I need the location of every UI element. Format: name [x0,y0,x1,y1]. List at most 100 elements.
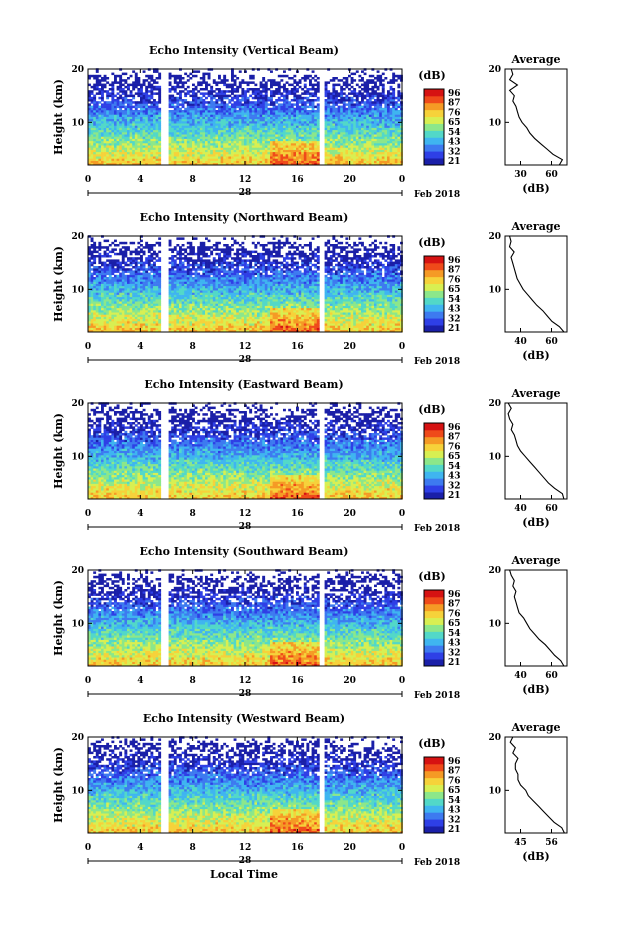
heatmap-cell [140,327,143,331]
heatmap-cell [340,92,344,95]
heatmap-cell [210,145,214,148]
heatmap-cell [342,158,346,161]
heatmap-cell [184,127,188,131]
heatmap-cell [137,129,141,133]
heatmap-cell [394,149,398,153]
heatmap-cell [329,136,333,139]
heatmap-cell [381,321,385,324]
heatmap-cell [251,112,255,115]
heatmap-cell [381,156,385,159]
heatmap-cell [233,145,237,148]
heatmap-cell [207,154,211,157]
heatmap-cell [345,112,349,115]
heatmap-cell [290,118,294,122]
heatmap-cell [124,114,128,117]
heatmap-cell [93,136,97,139]
heatmap-cell [368,118,372,122]
heatmap-cell [353,151,357,155]
heatmap-cell [108,101,112,104]
heatmap-cell [389,110,393,113]
heatmap-cell [303,125,307,128]
heatmap-cell [145,145,149,148]
heatmap-cell [270,140,273,144]
heatmap-cell [194,160,198,164]
heatmap-cell [374,158,377,161]
heatmap-cell [114,114,117,117]
heatmap-cell [270,156,273,159]
heatmap-cell [384,154,388,157]
heatmap-cell [285,323,289,326]
heatmap-cell [199,92,203,95]
heatmap-cell [205,327,208,331]
heatmap-cell [277,92,281,95]
heatmap-cell [259,90,263,93]
heatmap-cell [207,160,211,164]
heatmap-cell [400,140,403,144]
heatmap-cell [350,101,354,104]
heatmap-cell [220,318,224,322]
heatmap-cell [134,321,138,324]
heatmap-cell [158,107,162,111]
heatmap-cell [147,151,151,155]
heatmap-cell [371,110,375,113]
heatmap-cell [137,79,141,82]
heatmap-cell [335,83,338,87]
heatmap-cell [311,323,315,326]
heatmap-cell [155,123,159,126]
heatmap-cell [215,143,219,146]
heatmap-cell [244,321,247,324]
heatmap-cell [121,156,125,159]
heatmap-cell [233,327,237,331]
heatmap-cell [114,134,117,137]
heatmap-cell [285,321,289,324]
heatmap-cell [376,114,380,117]
heatmap-cell [387,327,390,331]
heatmap-cell [257,134,260,137]
heatmap-cell [392,327,396,331]
heatmap-cell [335,99,338,102]
heatmap-cell [280,118,284,122]
heatmap-cell [176,125,180,128]
heatmap-cell [119,90,123,93]
heatmap-cell [251,127,255,131]
heatmap-cell [270,114,273,117]
heatmap-cell [142,151,146,155]
heatmap-cell [194,156,198,159]
heatmap-cell [231,325,234,328]
heatmap-cell [366,81,370,84]
heatmap-cell [379,329,383,333]
x-tick-label: 0 [85,175,91,185]
heatmap-cell [88,116,91,120]
heatmap-cell [397,83,401,87]
heatmap-cell [93,85,97,89]
heatmap-cell [186,110,190,113]
heatmap-cell [147,90,151,93]
heatmap-cell [228,127,232,131]
heatmap-cell [153,103,156,106]
heatmap-cell [259,143,263,146]
heatmap-cell [142,316,146,320]
heatmap-cell [332,121,336,124]
heatmap-cell [327,154,331,157]
heatmap-cell [173,151,177,155]
heatmap-cell [332,160,336,164]
heatmap-cell [236,123,240,126]
heatmap-cell [345,129,349,133]
heatmap-cell [371,323,375,326]
heatmap-cell [316,110,320,113]
heatmap-cell [153,107,156,111]
heatmap-cell [296,156,299,159]
heatmap-cell [93,149,97,153]
heatmap-cell [140,99,143,102]
heatmap-cell [220,149,224,153]
heatmap-cell [241,103,245,106]
heatmap-cell [215,121,219,124]
heatmap-cell [296,88,299,91]
heatmap-cell [314,99,318,102]
heatmap-cell [272,149,276,153]
heatmap-cell [361,323,364,326]
heatmap-cell [353,149,357,153]
heatmap-cell [275,147,279,150]
heatmap-cell [397,321,401,324]
heatmap-cell [342,160,346,164]
